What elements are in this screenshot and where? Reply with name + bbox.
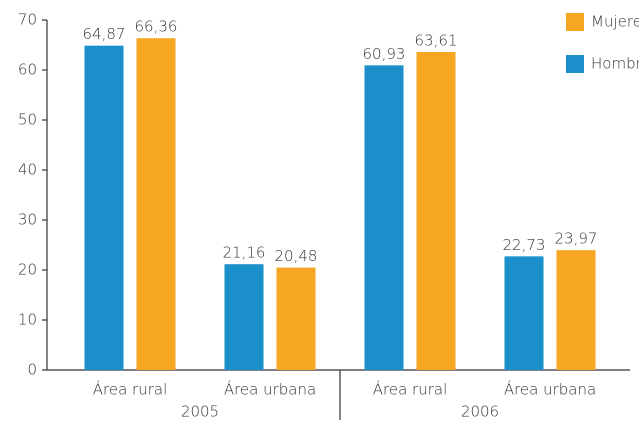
- bar: [276, 267, 316, 370]
- value-label: 64,87: [83, 25, 126, 43]
- bar: [556, 250, 596, 370]
- y-tick-label: 70: [18, 11, 37, 29]
- legend-label: Hombres: [591, 55, 639, 73]
- bar: [136, 38, 176, 370]
- y-tick-label: 60: [18, 61, 37, 79]
- bar: [504, 256, 544, 370]
- group-label: 2005: [181, 403, 219, 421]
- x-tick-label: Área urbana: [224, 380, 316, 399]
- value-label: 60,93: [363, 45, 406, 63]
- value-label: 22,73: [503, 236, 546, 254]
- legend-label: Mujeres: [591, 13, 639, 31]
- x-tick-label: Área rural: [93, 380, 168, 399]
- value-label: 21,16: [223, 244, 266, 262]
- legend-swatch: [566, 55, 584, 73]
- y-tick-label: 40: [18, 161, 37, 179]
- bar: [416, 51, 456, 370]
- bar: [224, 264, 264, 370]
- x-tick-label: Área rural: [373, 380, 448, 399]
- value-label: 20,48: [275, 247, 318, 265]
- y-tick-label: 20: [18, 261, 37, 279]
- value-label: 66,36: [135, 18, 178, 36]
- y-tick-label: 0: [27, 361, 37, 379]
- value-label: 23,97: [555, 230, 598, 248]
- x-tick-label: Área urbana: [504, 380, 596, 399]
- value-label: 63,61: [415, 31, 458, 49]
- y-tick-label: 10: [18, 311, 37, 329]
- group-label: 2006: [461, 403, 499, 421]
- y-tick-label: 50: [18, 111, 37, 129]
- bar: [364, 65, 404, 370]
- y-tick-label: 30: [18, 211, 37, 229]
- bar: [84, 45, 124, 371]
- legend-swatch: [566, 13, 584, 31]
